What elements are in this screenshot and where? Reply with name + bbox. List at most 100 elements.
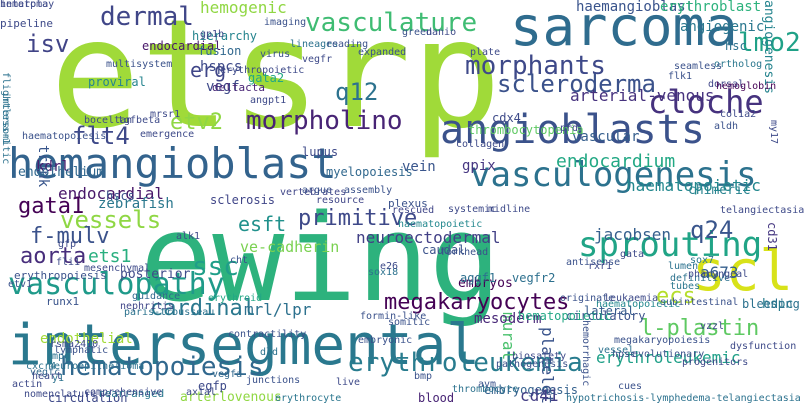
cloud-word: live [336, 377, 361, 388]
cloud-word: erythroleukemia [348, 348, 583, 378]
cloud-word: vessels [60, 206, 162, 234]
cloud-word: ecs [656, 284, 696, 309]
cloud-word: tail [534, 387, 559, 398]
cloud-word: vegf [206, 79, 240, 95]
cloud-word: sox18 [368, 267, 399, 278]
cloud-word: aggf1 [460, 271, 497, 285]
cloud-word: erg [190, 58, 227, 82]
cloud-word: endothelial [40, 331, 133, 347]
cloud-word: cxcr4 [26, 361, 57, 372]
cloud-word: hspcs [200, 59, 243, 75]
cloud-word: subintestinal [660, 297, 739, 308]
cloud-word: aldh [714, 121, 739, 132]
cloud-word: fli1 [56, 257, 81, 268]
cloud-word: green [402, 27, 433, 38]
cloud-word: endocardium [556, 151, 676, 172]
cloud-word: my17 [768, 120, 779, 145]
cloud-word: mesenchymal [84, 263, 151, 274]
cloud-word: vasculopathy [8, 267, 225, 302]
cloud-word: rxr1 [588, 261, 613, 272]
cloud-word: etsrp [50, 0, 502, 162]
cloud-word: endothelium [18, 165, 105, 180]
cloud-word: flightless-1 [0, 72, 11, 145]
cloud-word: angiogenesis [761, 0, 776, 94]
cloud-word: ssc [192, 252, 239, 282]
cloud-word: tgfbeta [118, 115, 161, 126]
cloud-word: gata2 [248, 71, 285, 85]
cloud-word: mesoderm [474, 311, 542, 327]
cloud-word: resource [316, 195, 365, 206]
cloud-word: hemangioblast [8, 139, 337, 188]
cloud-word: nomenclature [24, 389, 97, 400]
cloud-word: haematopoiesis [22, 131, 107, 142]
cloud-word: proviral [88, 75, 146, 89]
cloud-word: col1a2 [720, 109, 757, 120]
cloud-word: vein [402, 159, 436, 175]
cloud-word: egfp [198, 379, 227, 393]
cloud-word: interplay [0, 0, 55, 10]
cloud-word: vasculogenesis [470, 155, 757, 195]
cloud-word: endocardial [142, 39, 222, 53]
cloud-word: pathogenesis [496, 359, 569, 370]
cloud-word: erythropoiesis [14, 269, 107, 282]
cloud-word: haematopoietic [626, 176, 761, 195]
cloud-word: flt4 [72, 122, 130, 150]
cloud-word: cardinal [150, 296, 256, 321]
cloud-word: cd41 [520, 386, 559, 404]
cloud-word: cues [618, 381, 643, 392]
cloud-word: vertebrates [280, 187, 347, 198]
cloud-word: ortholog [714, 59, 763, 70]
cloud-word: circulation [48, 391, 128, 404]
cloud-word: gpix [462, 158, 496, 174]
cloud-word: erythroblast [660, 0, 762, 15]
cloud-word: imaging [264, 17, 307, 28]
cloud-word: l-plastin [640, 316, 760, 341]
cloud-word: e26 [380, 261, 399, 272]
cloud-word: guidance [132, 291, 181, 302]
cloud-word: forkhead [440, 247, 489, 258]
cloud-word: hemorrhagic [580, 320, 591, 387]
cloud-word: haematopoietic [596, 299, 681, 310]
cloud-word: scleroderma [497, 70, 656, 98]
cloud-word: hscs [106, 189, 135, 203]
cloud-word: fusion [198, 44, 242, 58]
cloud-word: argue [302, 185, 333, 196]
cloud-word: hematopoiesis [60, 352, 264, 382]
cloud-word: myelopoiesis [326, 165, 413, 179]
cloud-word: bleeding [742, 297, 800, 311]
cloud-word: ve-cadherin [240, 238, 340, 256]
cloud-word: megakaryopoiesis [614, 335, 711, 346]
cloud-word: caudal [422, 243, 466, 257]
cloud-word: mpo [52, 351, 71, 362]
cloud-word: bmp [414, 371, 433, 382]
cloud-word: somitic [388, 317, 431, 328]
cloud-word: plate [470, 47, 501, 58]
cloud-word: hspc [762, 297, 794, 312]
cloud-word: vessel [598, 345, 635, 356]
cloud-word: heart [32, 371, 63, 382]
cloud-word: mrl/lpr [244, 300, 312, 319]
cloud-word: cdx4 [492, 111, 521, 125]
cloud-word: hemoglobin [716, 81, 777, 92]
cloud-word: avm [478, 379, 497, 390]
cloud-word: junctions [246, 375, 301, 386]
cloud-word: telangiectasia [720, 205, 805, 216]
cloud-word: emergence [140, 129, 195, 140]
cloud-word: antisense [566, 257, 621, 268]
cloud-word: definitive [670, 273, 731, 284]
cloud-word: biosafety [512, 351, 567, 362]
cloud-word: vegfa [212, 369, 243, 380]
cloud-word: erythroid [208, 293, 263, 304]
cloud-word: gp1b [200, 29, 225, 40]
cloud-word: hierarchy [192, 29, 258, 43]
cloud-word: sclerosis [210, 193, 276, 207]
cloud-word: danio [426, 27, 457, 38]
cloud-word: f-mulv [30, 224, 110, 249]
cloud-word: nephritis [120, 301, 175, 312]
cloud-word: megakaryocytes [384, 290, 570, 315]
cloud-word: haemangioblast [576, 0, 695, 15]
cloud-word: neuroectodermal [356, 228, 501, 247]
cloud-word: kdrl [36, 159, 70, 175]
cloud-word: embryos [458, 276, 513, 291]
cloud-word: collagen [456, 139, 505, 150]
